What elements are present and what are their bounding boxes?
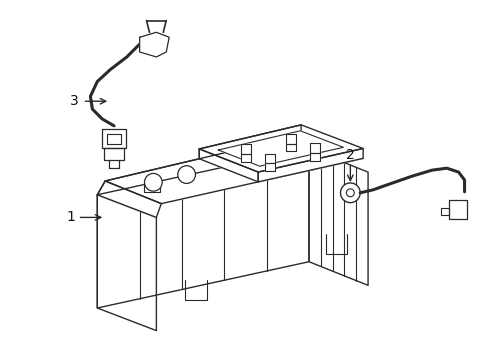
Polygon shape [102,129,126,148]
Polygon shape [199,125,301,159]
Polygon shape [105,135,363,204]
Circle shape [178,166,196,184]
Polygon shape [241,144,250,154]
Polygon shape [104,148,124,160]
Polygon shape [258,148,363,182]
Polygon shape [145,184,160,192]
Polygon shape [265,154,274,163]
Polygon shape [98,181,161,217]
Polygon shape [311,143,320,153]
Polygon shape [311,153,320,161]
Text: 2: 2 [346,148,355,162]
Polygon shape [199,149,258,182]
Polygon shape [98,135,309,195]
Polygon shape [199,125,363,172]
Polygon shape [286,134,296,144]
Polygon shape [441,208,449,215]
Polygon shape [286,144,296,152]
Polygon shape [241,154,250,162]
Circle shape [145,174,162,191]
Circle shape [341,183,360,203]
Polygon shape [98,195,156,330]
Polygon shape [449,200,466,219]
Text: 3: 3 [70,94,79,108]
Polygon shape [309,148,368,285]
Text: 1: 1 [66,210,75,224]
Polygon shape [219,131,343,166]
Polygon shape [265,163,274,171]
Circle shape [346,189,354,197]
Polygon shape [140,32,169,57]
Polygon shape [98,148,309,308]
